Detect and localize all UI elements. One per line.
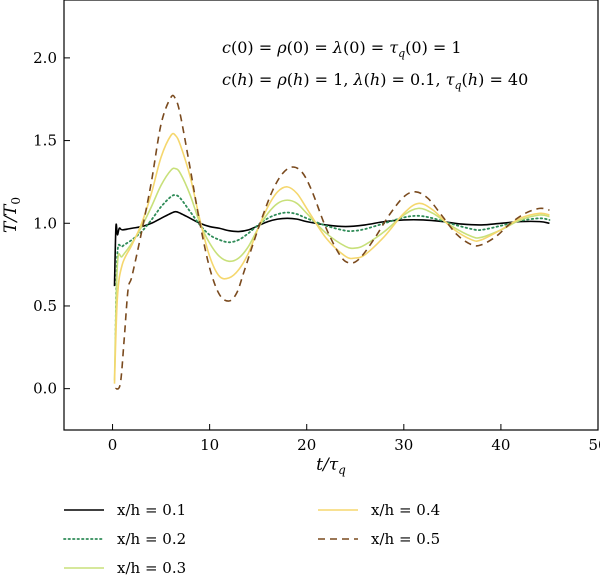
series-line-3 xyxy=(113,167,550,381)
x-tick-label: 0 xyxy=(108,436,118,454)
legend-label-5: x/h = 0.5 xyxy=(371,530,440,548)
legend-label-3: x/h = 0.3 xyxy=(117,559,186,577)
y-tick-label: 1.5 xyxy=(33,132,57,150)
series-line-1 xyxy=(113,210,550,287)
series-line-5 xyxy=(114,94,550,390)
x-tick-label: 40 xyxy=(491,436,510,454)
y-tick-label: 0.0 xyxy=(33,380,57,398)
y-axis-title: T/T0 xyxy=(1,197,23,233)
series-line-2 xyxy=(114,194,551,340)
y-tick-label: 0.5 xyxy=(33,297,57,315)
x-tick-label: 10 xyxy=(200,436,219,454)
legend-label-4: x/h = 0.4 xyxy=(371,501,440,519)
x-tick-label: 50 xyxy=(588,436,600,454)
y-tick-label: 1.0 xyxy=(33,214,57,232)
x-tick-label: 20 xyxy=(297,436,316,454)
legend-label-1: x/h = 0.1 xyxy=(117,501,186,519)
x-tick-label: 30 xyxy=(394,436,413,454)
legend-label-2: x/h = 0.2 xyxy=(117,530,186,548)
annotation-2: c(h) = ρ(h) = 1, λ(h) = 0.1, τq(h) = 40 xyxy=(222,70,528,92)
y-tick-label: 2.0 xyxy=(33,49,57,67)
x-axis-title: t/τq xyxy=(316,455,346,477)
plot-frame xyxy=(63,0,599,431)
legend: x/h = 0.1 x/h = 0.2 x/h = 0.3 x/h = 0.4 x/h … xyxy=(63,501,440,577)
annotation-1: c(0) = ρ(0) = λ(0) = τq(0) = 1 xyxy=(222,38,462,60)
